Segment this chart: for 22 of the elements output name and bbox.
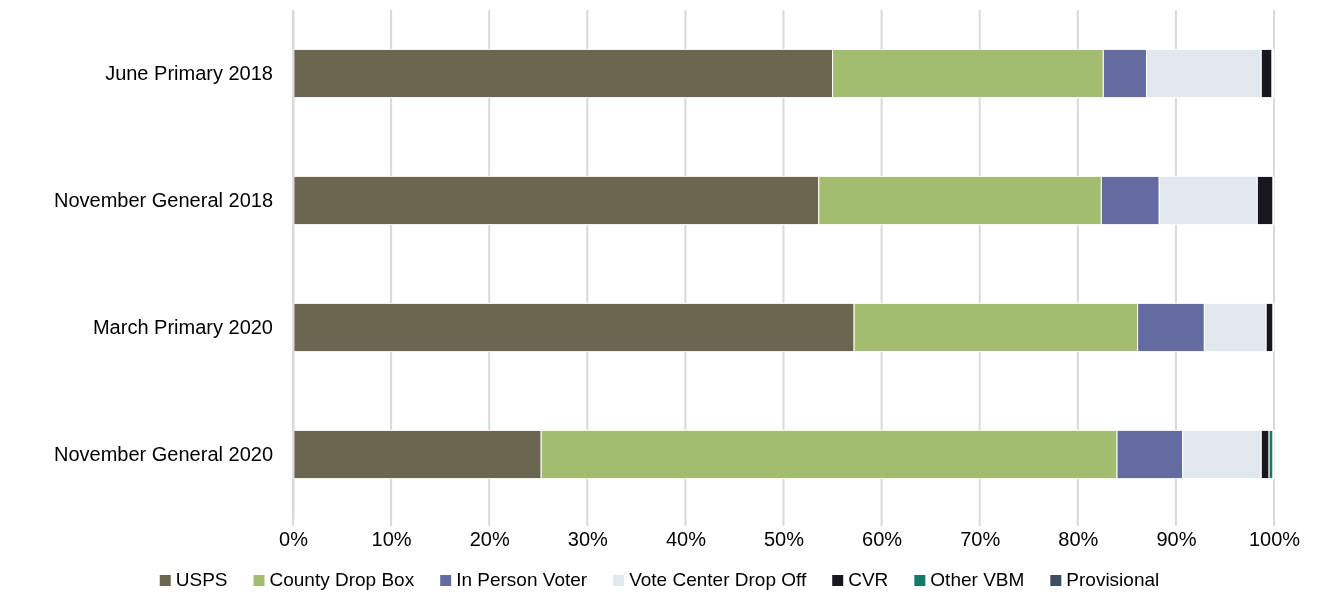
legend-label: Provisional (1066, 569, 1160, 590)
y-tick-label: June Primary 2018 (105, 61, 273, 84)
x-tick-label: 80% (1058, 528, 1099, 551)
x-tick-label: 20% (469, 528, 510, 551)
x-tick-label: 50% (763, 528, 805, 551)
y-tick-label: November General 2018 (53, 188, 273, 211)
x-tick-label: 70% (960, 528, 1001, 551)
y-tick-label: November General 2020 (53, 442, 273, 465)
x-tick-label: 100% (1248, 528, 1301, 551)
x-tick-label: 40% (665, 528, 707, 551)
legend-label: County Drop Box (269, 569, 415, 590)
x-tick-label: 90% (1156, 528, 1197, 551)
legend-label: Vote Center Drop Off (629, 569, 807, 590)
x-tick-label: 30% (567, 528, 609, 551)
x-tick-label: 60% (862, 528, 903, 551)
legend-label: In Person Voter (456, 569, 588, 590)
legend-label: CVR (848, 569, 889, 590)
x-tick-label: 0% (279, 528, 309, 551)
legend-label: USPS (175, 569, 228, 590)
legend-label: Other VBM (930, 569, 1025, 590)
y-tick-label: March Primary 2020 (92, 315, 273, 338)
x-tick-label: 10% (371, 528, 412, 551)
